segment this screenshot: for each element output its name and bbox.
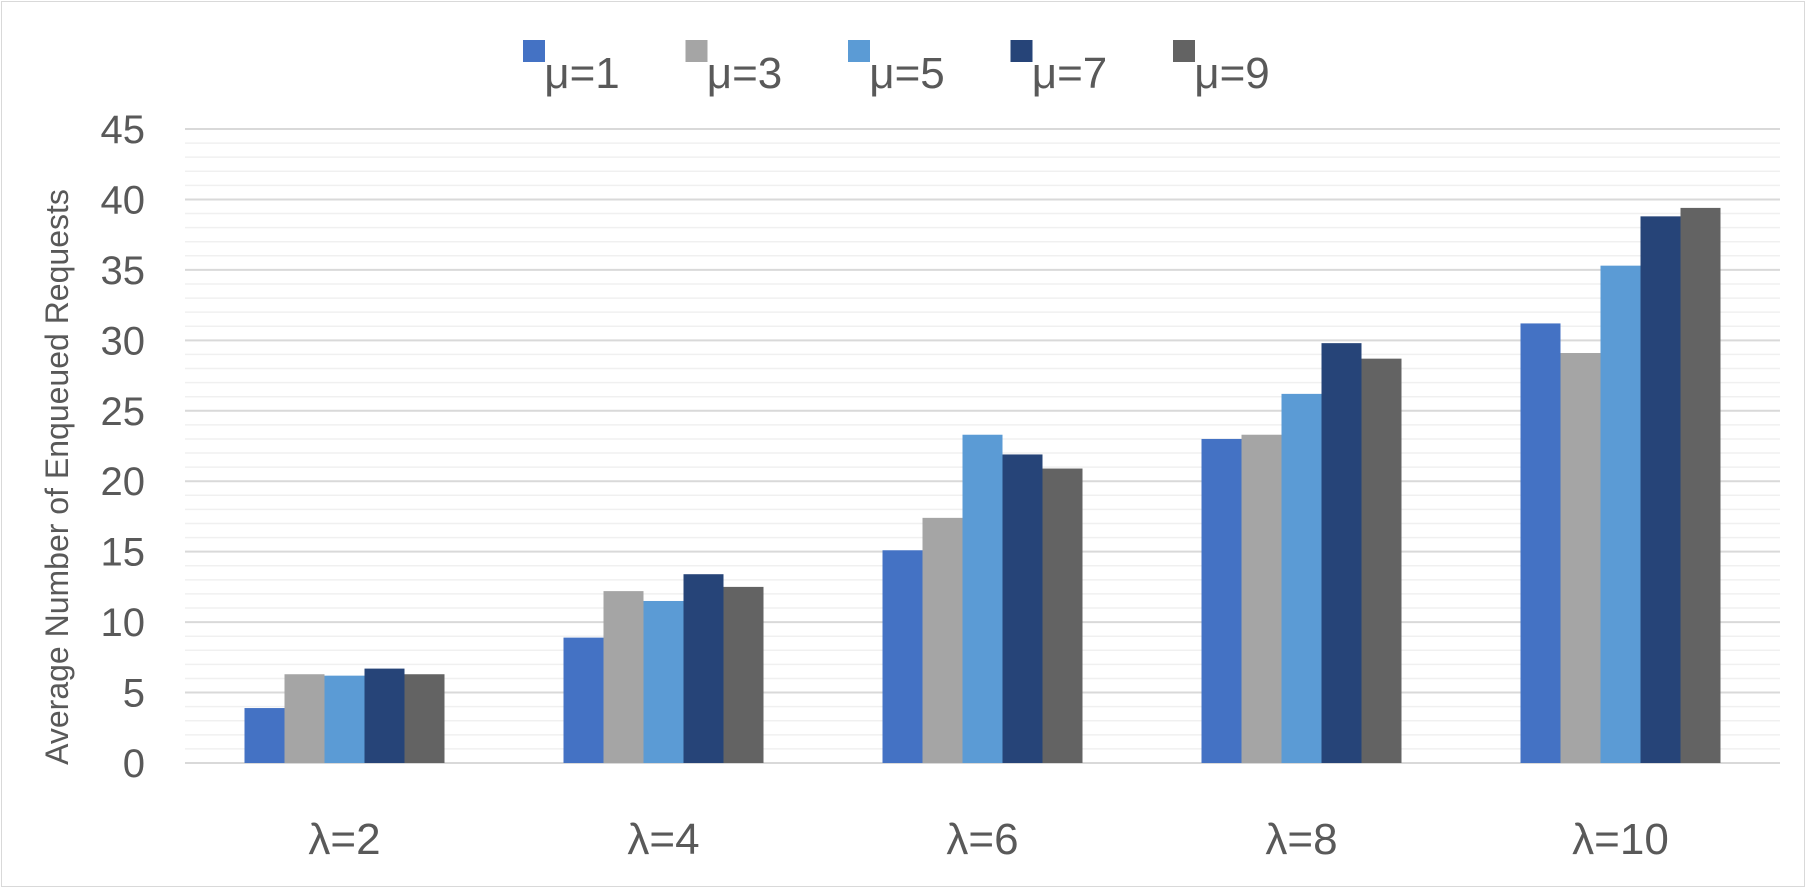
x-tick-label: λ=10 [1572, 815, 1669, 864]
bar-μ=9-λ=8 [1361, 358, 1402, 763]
x-tick-label: λ=6 [946, 815, 1018, 864]
bar-μ=7-λ=10 [1640, 216, 1681, 764]
legend-swatch [1173, 40, 1195, 62]
bar-μ=1-λ=4 [563, 637, 604, 763]
bar-μ=3-λ=2 [284, 674, 325, 763]
legend: μ=1 μ=3 μ=5 μ=7 μ=9 [523, 40, 1270, 98]
y-tick-labels: 0 5 10 15 20 25 30 35 40 45 [101, 108, 146, 786]
bar-μ=5-λ=6 [962, 434, 1003, 763]
y-tick-label: 10 [101, 601, 146, 645]
bar-μ=1-λ=2 [244, 708, 285, 763]
y-tick-label: 20 [101, 460, 146, 504]
bar-μ=3-λ=6 [922, 517, 963, 763]
bar-μ=3-λ=8 [1241, 434, 1282, 763]
x-tick-label: λ=8 [1265, 815, 1337, 864]
y-tick-label: 30 [101, 319, 146, 363]
bar-μ=3-λ=4 [603, 591, 644, 763]
bar-μ=5-λ=4 [643, 600, 684, 763]
bar-μ=9-λ=6 [1042, 468, 1083, 763]
legend-swatch [523, 40, 545, 62]
y-tick-label: 5 [123, 672, 145, 716]
legend-label: μ=5 [869, 49, 945, 98]
bar-μ=9-λ=4 [723, 586, 764, 763]
y-tick-label: 15 [101, 531, 146, 575]
x-tick-label: λ=2 [308, 815, 380, 864]
legend-swatch [848, 40, 870, 62]
bar-μ=1-λ=10 [1520, 323, 1561, 763]
bar-μ=9-λ=2 [404, 674, 445, 763]
bar-μ=5-λ=10 [1600, 265, 1641, 763]
legend-swatch [685, 40, 708, 62]
y-tick-label: 35 [101, 249, 146, 293]
bar-μ=3-λ=10 [1560, 353, 1601, 763]
bar-μ=9-λ=10 [1680, 207, 1721, 764]
legend-label: μ=1 [544, 49, 620, 98]
bars-layer [244, 207, 1721, 764]
x-tick-label: λ=4 [627, 815, 699, 864]
bar-μ=7-λ=8 [1321, 343, 1362, 763]
bar-μ=5-λ=2 [324, 675, 365, 763]
legend-label: μ=7 [1032, 49, 1108, 98]
legend-label: μ=3 [707, 49, 783, 98]
y-axis-title: Average Number of Enqueued Requests [39, 189, 75, 765]
legend-label: μ=9 [1194, 49, 1270, 98]
x-tick-labels: λ=2 λ=4 λ=6 λ=8 λ=10 [308, 815, 1668, 864]
bar-μ=7-λ=4 [683, 574, 724, 763]
y-tick-label: 25 [101, 390, 146, 434]
bar-μ=7-λ=2 [364, 668, 405, 763]
legend-swatch [1010, 40, 1033, 62]
bar-μ=5-λ=8 [1281, 393, 1322, 763]
y-tick-label: 45 [101, 108, 146, 152]
bar-μ=1-λ=8 [1201, 438, 1242, 763]
y-tick-label: 0 [123, 742, 145, 786]
bar-μ=7-λ=6 [1002, 454, 1043, 763]
y-tick-label: 40 [101, 178, 146, 222]
bar-μ=1-λ=6 [882, 550, 923, 763]
